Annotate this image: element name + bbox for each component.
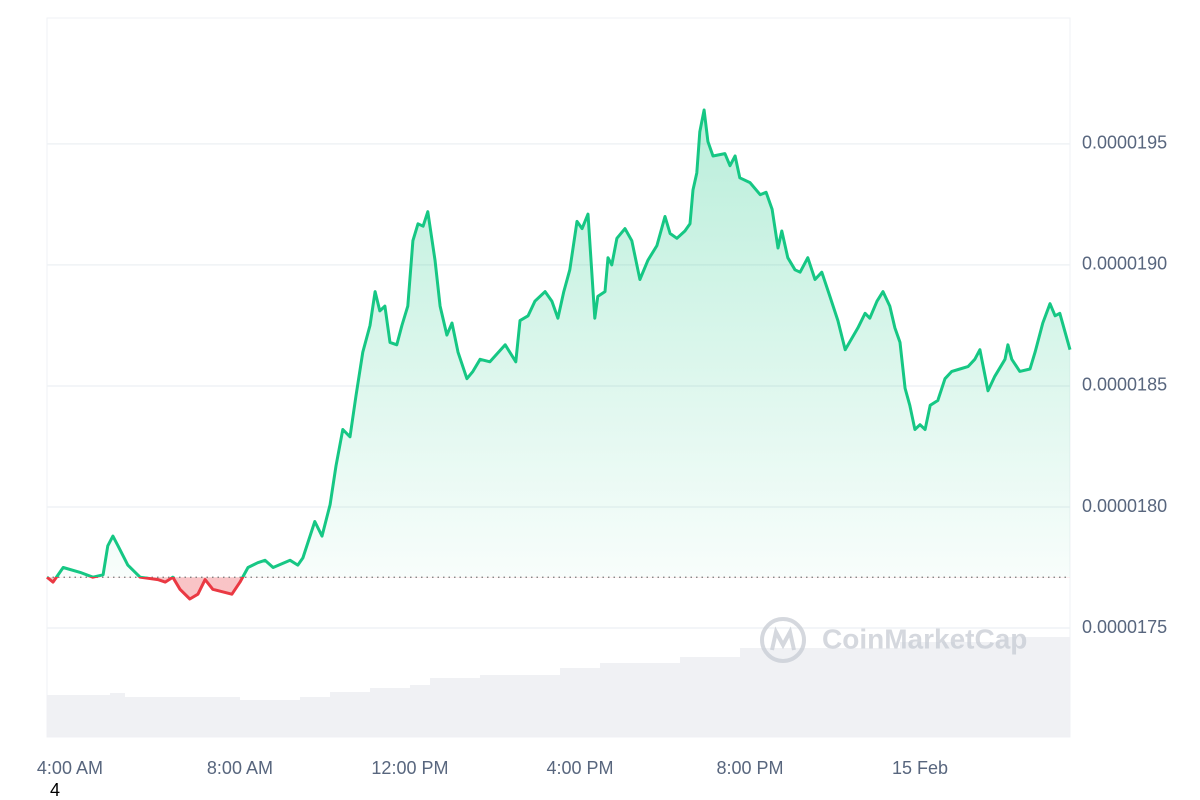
x-tick-label: 15 Feb [892, 758, 948, 778]
watermark-logo-mark [770, 626, 796, 651]
x-tick-label: 4:00 AM [37, 758, 103, 778]
watermark-logo [760, 617, 806, 663]
y-tick-label: 0.0000180 [1082, 496, 1167, 516]
watermark: CoinMarketCap [760, 617, 1027, 663]
y-tick-label: 0.0000190 [1082, 254, 1167, 274]
price-line [46, 108, 1072, 601]
y-tick-label: 0.0000175 [1082, 617, 1167, 637]
x-tick-label: 8:00 AM [207, 758, 273, 778]
y-tick-label: 0.0000195 [1082, 133, 1167, 153]
x-tick-label: 8:00 PM [716, 758, 783, 778]
volume-area [47, 637, 1070, 737]
footer-text: 4 [50, 780, 60, 800]
area [47, 110, 1070, 599]
x-tick-label: 12:00 PM [371, 758, 448, 778]
watermark-text: CoinMarketCap [822, 623, 1027, 654]
y-tick-label: 0.0000185 [1082, 375, 1167, 395]
x-tick-label: 4:00 PM [546, 758, 613, 778]
